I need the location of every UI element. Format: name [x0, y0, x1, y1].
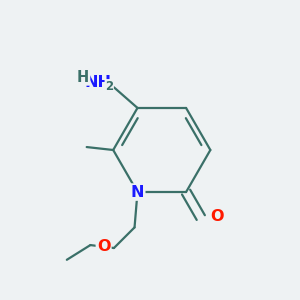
Text: NH: NH	[84, 75, 111, 90]
Text: O: O	[97, 239, 110, 254]
Text: H: H	[77, 70, 89, 85]
Text: O: O	[210, 208, 224, 224]
Text: N: N	[131, 184, 144, 200]
Text: 2: 2	[105, 80, 113, 93]
